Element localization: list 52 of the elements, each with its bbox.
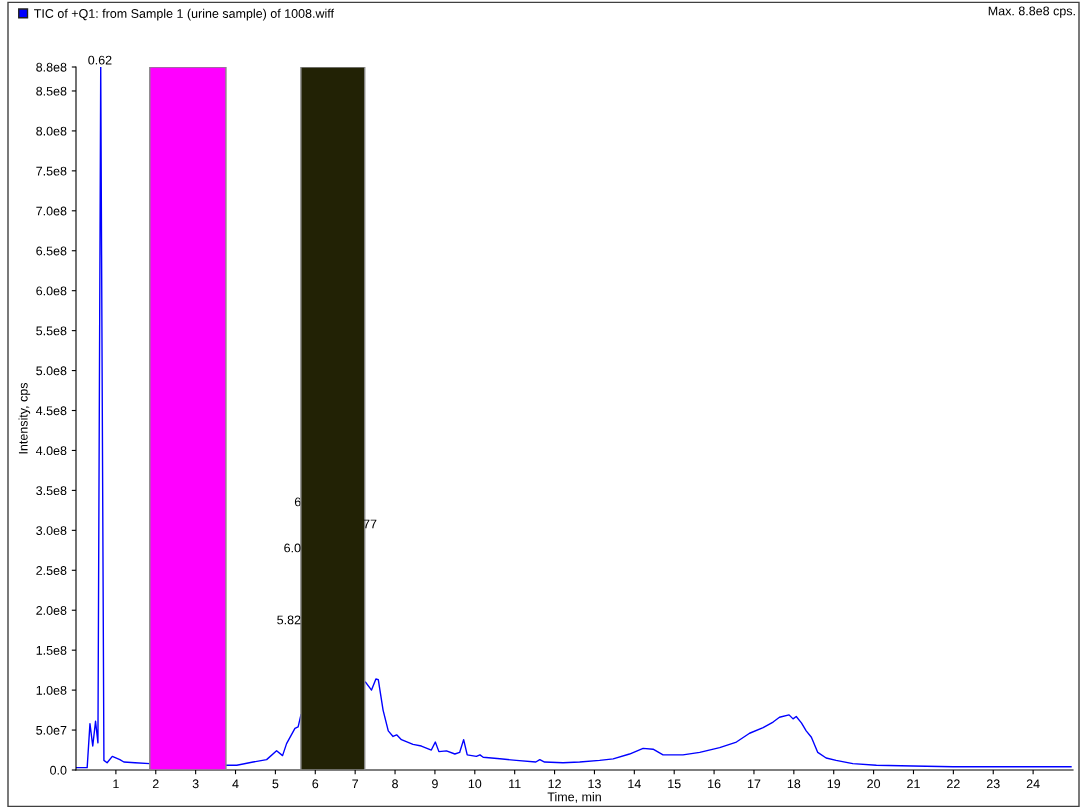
x-tick-label: 3: [192, 779, 199, 789]
x-axis-title: Time, min: [547, 792, 601, 803]
x-tick-label: 1: [113, 779, 119, 789]
y-tick-label: 8.5e8: [36, 86, 67, 96]
x-tick-label: 5: [272, 779, 279, 789]
annotation: 6.0: [284, 543, 301, 553]
y-tick-label: 5.0e8: [36, 366, 67, 376]
y-tick-label: 5.5e8: [36, 326, 67, 336]
x-tick-label: 22: [947, 779, 960, 789]
x-tick-label: 11: [509, 779, 521, 789]
y-tick-label: 8.0e8: [36, 126, 67, 136]
y-tick-label: 4.5e8: [35, 406, 67, 416]
x-tick-label: 18: [787, 779, 801, 789]
x-tick-label: 9: [432, 779, 438, 789]
x-tick-label: 12: [548, 779, 561, 789]
y-tick-label: 1.5e8: [36, 645, 67, 655]
x-tick-label: 15: [668, 779, 681, 789]
y-tick-label: 5.0e7: [36, 725, 67, 735]
x-tick-label: 19: [827, 779, 841, 789]
y-tick-label: 7.5e8: [36, 166, 67, 176]
y-tick-label: 2.5e8: [36, 566, 67, 575]
x-tick-label: 23: [986, 779, 1000, 789]
y-tick-label: 3.5e8: [36, 486, 67, 496]
x-tick-label: 8: [392, 779, 398, 789]
x-tick-label: 21: [907, 779, 920, 789]
y-tick-label: 7.0e8: [36, 206, 67, 216]
x-tick-label: 7: [352, 779, 359, 789]
y-axis-title: Intensity, cps: [18, 382, 31, 454]
y-tick-label: 3.0e8: [36, 526, 67, 535]
y-tick-label: 6.5e8: [36, 246, 67, 256]
y-tick-label: 0.0: [50, 765, 67, 775]
annotation: 0.62: [88, 55, 112, 65]
y-tick-label: 4.0e8: [35, 446, 67, 456]
legend-label: TIC of +Q1: from Sample 1 (urine sample) of 1008.wiff: [34, 8, 335, 21]
x-tick-label: 20: [867, 779, 881, 789]
x-tick-label: 4: [232, 779, 239, 789]
y-tick-label: 1.0e8: [36, 685, 67, 695]
y-tick-label: 6.0e8: [36, 286, 67, 296]
x-tick-label: 24: [1026, 779, 1040, 789]
annotation: 5.82: [277, 615, 301, 625]
y-tick-label: 8.8e8: [36, 62, 67, 72]
x-tick-label: 14: [628, 779, 641, 789]
x-tick-label: 6: [312, 779, 319, 789]
x-tick-label: 17: [747, 779, 761, 789]
text: Max. 8.8e8 cps.: [988, 6, 1075, 18]
x-tick-label: 13: [588, 779, 601, 789]
annotation: 77: [363, 519, 377, 529]
annotation: 6: [294, 497, 301, 507]
x-tick-label: 10: [468, 779, 482, 789]
y-tick-label: 2.0e8: [36, 606, 67, 615]
x-tick-label: 2: [152, 779, 159, 789]
x-tick-label: 16: [708, 779, 721, 789]
